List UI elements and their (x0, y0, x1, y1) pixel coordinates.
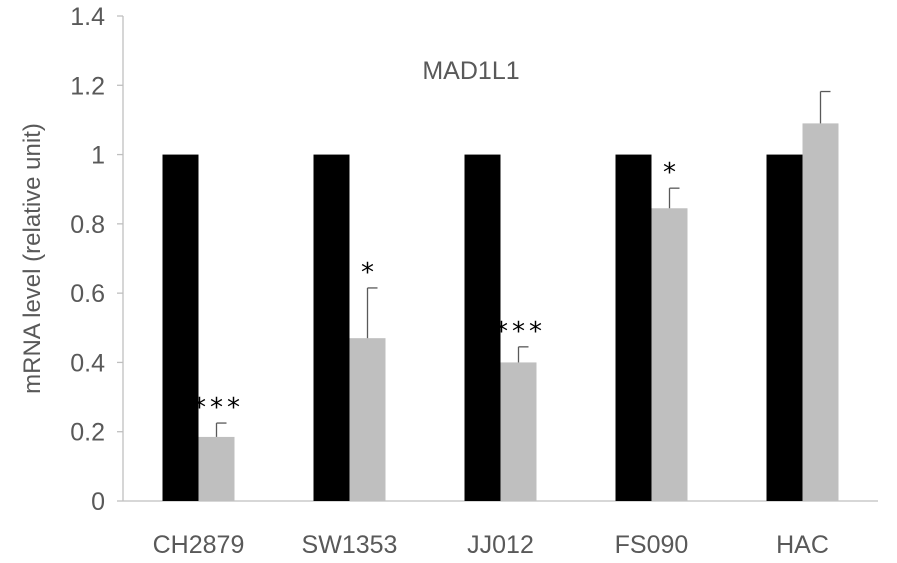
significance-marker: * (663, 158, 680, 188)
significance-marker: *** (495, 317, 546, 347)
significance-marker: * (361, 258, 378, 288)
bars (162, 90, 839, 502)
x-tick-label: FS090 (615, 531, 689, 559)
x-tick-label: HAC (776, 531, 829, 559)
bar-series-2 (500, 362, 537, 501)
y-axis-title: mRNA level (relative unit) (19, 123, 46, 394)
bar-series-2 (802, 123, 839, 502)
labels: 0 0.2 0.4 0.6 0.8 1 1.2 1.4 mRNA level (relative… (19, 3, 829, 559)
y-tick-label: 0.2 (70, 419, 105, 447)
x-tick-label: CH2879 (153, 531, 245, 559)
significance-marker: *** (193, 393, 244, 423)
y-tick-label: 0.6 (70, 280, 105, 308)
bar-series-2 (198, 436, 235, 501)
y-tick-label: 0 (91, 488, 105, 516)
y-tick-label: 1.2 (70, 72, 105, 100)
y-tick-label: 0.8 (70, 211, 105, 239)
y-tick-label: 0.4 (70, 349, 105, 377)
bar-series-1 (766, 154, 803, 502)
chart-title: MAD1L1 (422, 57, 519, 85)
bar-series-1 (464, 154, 501, 502)
x-tick-label: JJ012 (467, 531, 534, 559)
x-tick-label: SW1353 (302, 531, 398, 559)
bar-series-1 (313, 154, 350, 502)
bar-series-2 (349, 338, 386, 501)
y-tick-label: 1 (91, 142, 105, 170)
y-tick-label: 1.4 (70, 3, 105, 31)
bar-series-1 (615, 154, 652, 502)
bar-series-2 (651, 208, 688, 501)
bar-series-1 (162, 154, 199, 502)
